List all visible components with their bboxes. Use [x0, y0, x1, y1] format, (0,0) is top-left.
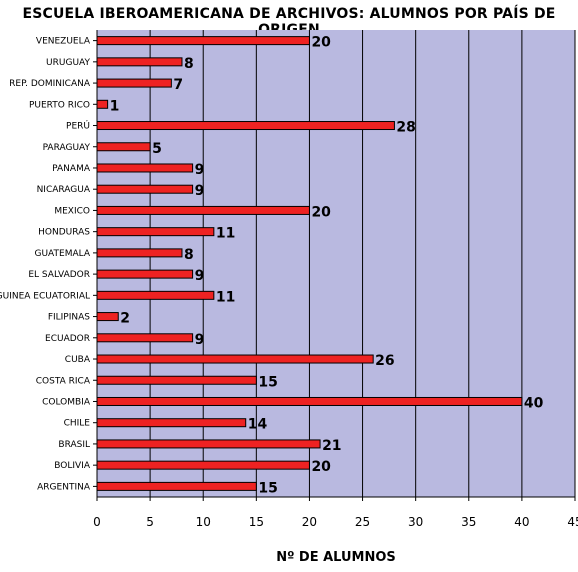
value-label: 5: [152, 141, 162, 157]
bar: [96, 99, 109, 109]
x-tick-label: 5: [146, 515, 154, 529]
category-label: GUINEA ECUATORIAL: [0, 291, 90, 301]
value-label: 15: [258, 480, 277, 496]
category-label: CHILE: [64, 419, 91, 429]
bar: [96, 205, 310, 215]
bar: [96, 290, 215, 300]
category-label: NICARAGUA: [37, 185, 91, 195]
category-label: CUBA: [65, 355, 91, 365]
category-label: BRASIL: [58, 440, 90, 450]
value-label: 26: [375, 353, 394, 369]
category-label: VENEZUELA: [36, 37, 91, 47]
bar: [96, 248, 183, 258]
category-label: COLOMBIA: [42, 397, 91, 407]
bar: [96, 184, 194, 194]
bar: [96, 227, 215, 237]
bar: [96, 121, 395, 131]
category-label: PANAMA: [52, 164, 91, 174]
bar: [96, 312, 119, 322]
x-tick-label: 10: [196, 515, 211, 529]
bar: [96, 460, 310, 470]
bar: [96, 163, 194, 173]
x-tick-label: 40: [514, 515, 529, 529]
x-tick-label: 30: [408, 515, 423, 529]
category-label: BOLIVIA: [54, 461, 91, 471]
value-label: 40: [524, 395, 544, 411]
value-label: 8: [184, 56, 194, 72]
x-tick-label: 45: [567, 515, 578, 529]
category-label: PERÚ: [66, 120, 90, 132]
value-label: 2: [120, 311, 130, 327]
bar: [96, 481, 257, 491]
category-label: REP. DOMINICANA: [9, 79, 91, 89]
bar: [96, 36, 310, 46]
value-label: 11: [216, 289, 235, 305]
category-label: PUERTO RICO: [29, 100, 90, 110]
bar: [96, 418, 247, 428]
value-label: 15: [258, 374, 277, 390]
value-label: 9: [195, 183, 205, 199]
value-label: 7: [173, 77, 183, 93]
bar: [96, 439, 321, 449]
value-label: 9: [195, 268, 205, 284]
bar: [96, 375, 257, 385]
x-tick-label: 25: [355, 515, 370, 529]
x-tick-label: 35: [461, 515, 476, 529]
bar: [96, 396, 523, 406]
category-label: PARAGUAY: [43, 143, 91, 153]
value-label: 20: [311, 204, 331, 220]
bar: [96, 269, 194, 279]
x-axis-label: Nº DE ALUMNOS: [276, 550, 396, 565]
value-label: 9: [195, 332, 205, 348]
category-label: COSTA RICA: [36, 376, 91, 386]
value-label: 14: [248, 417, 268, 433]
category-label: HONDURAS: [38, 228, 90, 238]
value-label: 11: [216, 226, 235, 242]
value-label: 1: [110, 98, 120, 114]
value-label: 20: [311, 459, 331, 475]
category-label: URUGUAY: [46, 58, 90, 68]
bar: [96, 142, 151, 152]
value-label: 20: [311, 35, 331, 51]
category-label: MEXICO: [54, 206, 90, 216]
x-tick-label: 0: [93, 515, 101, 529]
category-label: FILIPINAS: [48, 313, 90, 323]
bar: [96, 57, 183, 67]
x-tick-label: 15: [249, 515, 264, 529]
category-label: GUATEMALA: [34, 249, 90, 259]
category-label: EL SALVADOR: [28, 270, 90, 280]
bar: [96, 333, 194, 343]
category-label: ECUADOR: [45, 334, 90, 344]
value-label: 21: [322, 438, 341, 454]
category-label: ARGENTINA: [37, 482, 91, 492]
value-label: 8: [184, 247, 194, 263]
x-tick-label: 20: [302, 515, 317, 529]
value-label: 28: [396, 120, 415, 136]
bar: [96, 78, 172, 88]
value-label: 9: [195, 162, 205, 178]
bar: [96, 354, 374, 364]
